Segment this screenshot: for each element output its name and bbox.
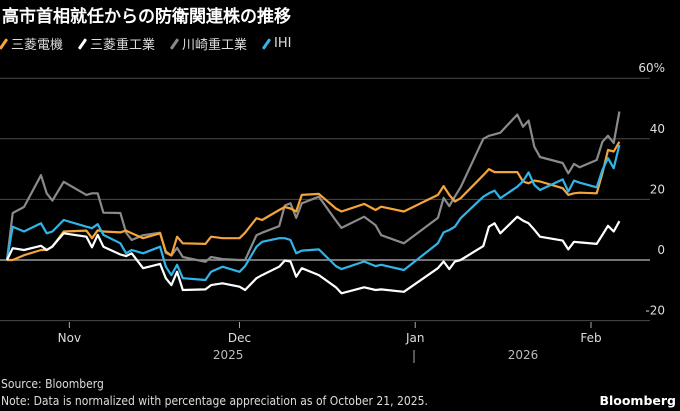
series-line-1 — [6, 215, 621, 295]
y-tick-label: 40 — [650, 122, 665, 136]
series-line-2 — [5, 111, 621, 263]
legend: 三菱電機 三菱重工業 川崎重工業 IHI — [0, 34, 292, 53]
legend-item-khi: 川崎重工業 — [169, 34, 248, 53]
x-tick-label: Feb — [580, 331, 601, 345]
y-tick-label: 0 — [657, 243, 665, 257]
x-tick-label: Jan — [405, 331, 425, 345]
legend-label: 三菱電機 — [11, 38, 64, 53]
series-line-3 — [5, 144, 621, 282]
y-tick-label: 20 — [650, 182, 665, 196]
legend-label: 三菱重工業 — [90, 38, 156, 53]
year-label: 2026 — [508, 348, 539, 362]
y-tick-label: 60% — [638, 61, 665, 75]
bloomberg-logo: Bloomberg — [599, 393, 676, 408]
legend-label: IHI — [274, 36, 292, 51]
x-tick-label: Dec — [228, 331, 251, 345]
chart-title: 高市首相就任からの防衛関連株の推移 — [2, 7, 291, 27]
note-text: Note: Data is normalized with percentage… — [1, 394, 428, 408]
legend-item-mhi: 三菱重工業 — [77, 34, 156, 53]
y-tick-label: -20 — [645, 304, 665, 318]
legend-label: 川崎重工業 — [182, 38, 248, 53]
legend-item-ihi: IHI — [261, 34, 292, 53]
x-tick-label: Nov — [58, 331, 81, 345]
source-text: Source: Bloomberg — [1, 377, 104, 391]
legend-item-mitsubishi-electric: 三菱電機 — [0, 34, 64, 53]
year-label: 2025 — [213, 348, 244, 362]
